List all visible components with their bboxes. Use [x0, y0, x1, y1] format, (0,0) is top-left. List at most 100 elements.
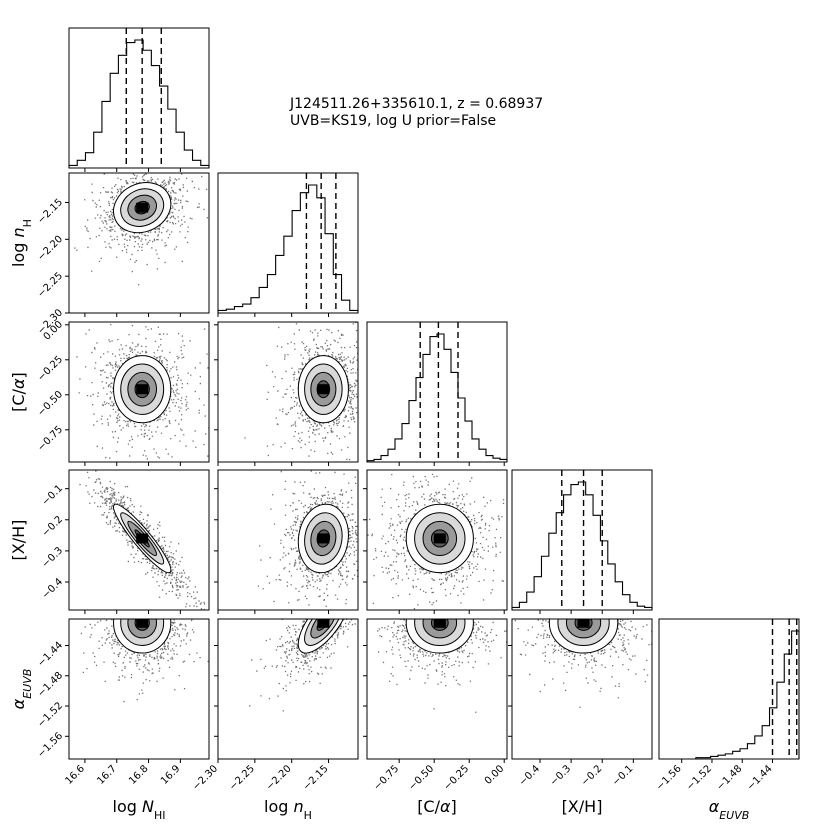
- x-tick-label: 16.8: [127, 763, 151, 787]
- y-axis-label-CA: [C/α]: [9, 372, 28, 412]
- frame-XH-lognH: [217, 469, 359, 611]
- histogram-aEUVB: [659, 630, 800, 760]
- density-peak: [577, 619, 590, 628]
- x-tick-labels-XH: −0.4 −0.3 −0.2 −0.1: [517, 763, 635, 788]
- y-tick-label: −0.25: [36, 354, 65, 383]
- hist-panel-lognH: [217, 172, 359, 314]
- scatter-panel-XH-vs-lognH: [217, 469, 359, 611]
- y-tick-label: −0.2: [40, 514, 65, 539]
- ticks-3-2: [363, 488, 505, 614]
- y-tick-labels-lognH: −2.30−2.25−2.20−2.15: [36, 197, 65, 337]
- x-tick-label: −2.20: [264, 763, 293, 792]
- ticks-4-1: [214, 644, 330, 763]
- histogram-logNHI: [68, 39, 210, 168]
- ticks-2-2: [398, 462, 505, 466]
- frame-hist-CA: [366, 321, 508, 463]
- y-tick-label: −1.56: [36, 731, 65, 760]
- scatter-panel-CA-vs-lognH: [217, 321, 359, 463]
- density-peak: [317, 619, 330, 628]
- frame-CA-lognH: [217, 321, 359, 463]
- frame-hist-lognH: [217, 172, 359, 314]
- scatter-panel-aEUVB-vs-lognH: [217, 618, 359, 760]
- ticks-1-1: [217, 313, 330, 317]
- x-tick-label: 16.7: [95, 763, 119, 787]
- ticks-3-0: [65, 488, 181, 614]
- x-tick-label: −1.44: [745, 763, 774, 792]
- hist-panel-aEUVB: [658, 618, 800, 760]
- y-tick-label: −2.20: [36, 234, 65, 263]
- y-axis-label-aEUVB: αEUVB: [9, 669, 34, 710]
- x-tick-label: −0.75: [372, 763, 401, 792]
- scatter-points: [249, 619, 358, 712]
- y-tick-label: −0.75: [36, 424, 65, 453]
- y-tick-labels-XH: −0.4 −0.3 −0.2 −0.1: [40, 483, 65, 601]
- density-peak: [136, 202, 149, 213]
- x-tick-label: −1.56: [654, 763, 683, 792]
- density-peak: [433, 533, 446, 544]
- ticks-4-3: [508, 644, 634, 763]
- x-tick-label: −0.50: [407, 763, 436, 792]
- x-tick-label: 16.9: [159, 763, 183, 787]
- ticks-0-0: [84, 168, 181, 172]
- annotation-line-2: UVB=KS19, log U prior=False: [290, 113, 497, 129]
- hist-panel-XH: [511, 469, 653, 611]
- histogram-CA: [366, 333, 508, 462]
- y-tick-labels-CA: −0.75−0.50−0.250.00: [36, 319, 65, 453]
- y-axis-label-XH: [X/H]: [9, 520, 28, 561]
- frame-aEUVB-logNHI: [68, 618, 210, 760]
- scatter-panel-CA-vs-logNHI: [68, 321, 210, 463]
- y-tick-label: −1.48: [36, 670, 65, 699]
- frame-XH-logNHI: [68, 469, 210, 611]
- scatter-points: [377, 619, 507, 713]
- y-tick-label: −0.50: [36, 389, 65, 418]
- x-axis-label-aEUVB: αEUVB: [709, 797, 750, 822]
- ticks-3-1: [214, 488, 330, 614]
- x-tick-label: 0.00: [483, 763, 507, 787]
- ticks-4-0: [65, 644, 181, 763]
- y-tick-label: −2.25: [36, 271, 65, 300]
- y-axis-label-lognH: log nH: [9, 219, 34, 267]
- x-tick-labels-aEUVB: −1.56 −1.52 −1.48 −1.44: [654, 763, 774, 792]
- x-axis-label-CA: [C/α]: [417, 797, 457, 816]
- x-tick-labels-logNHI: 16.6 16.7 16.8 16.9: [64, 763, 183, 787]
- x-axis-label-lognH: log nH: [264, 797, 312, 822]
- frame-XH-CA: [366, 469, 508, 611]
- y-tick-label: −1.52: [36, 700, 65, 729]
- x-tick-label: −0.2: [579, 763, 604, 788]
- y-tick-labels-aEUVB: −1.56−1.52−1.48−1.44: [36, 640, 65, 760]
- x-tick-label: −2.15: [301, 763, 330, 792]
- ticks-4-4: [681, 759, 774, 763]
- x-tick-label: 16.6: [64, 763, 88, 787]
- x-tick-label: −0.4: [517, 763, 542, 788]
- ticks-1-0: [65, 201, 181, 317]
- scatter-panel-XH-vs-logNHI: [68, 469, 210, 611]
- x-tick-label: −1.52: [685, 763, 714, 792]
- scatter-points: [69, 619, 209, 703]
- frame-hist-logNHI: [68, 27, 210, 169]
- density-peak: [317, 384, 330, 395]
- hist-panel-CA: [366, 321, 508, 463]
- density-peak: [136, 619, 149, 628]
- frame-CA-logNHI: [68, 321, 210, 463]
- y-tick-label: −2.15: [36, 197, 65, 226]
- density-peak: [136, 533, 149, 544]
- ticks-2-0: [65, 324, 181, 466]
- x-tick-label: −1.48: [715, 763, 744, 792]
- ticks-4-2: [363, 644, 505, 763]
- x-tick-label: −0.3: [548, 763, 573, 788]
- density-peak: [433, 619, 446, 628]
- y-tick-label: −0.1: [40, 483, 65, 508]
- y-tick-label: −0.4: [40, 576, 65, 601]
- frame-aEUVB-XH: [511, 618, 653, 760]
- scatter-panel-aEUVB-vs-logNHI: [68, 618, 210, 760]
- ticks-2-1: [214, 324, 330, 466]
- frame-aEUVB-CA: [366, 618, 508, 760]
- scatter-panel-aEUVB-vs-CA: [366, 618, 508, 760]
- frame-hist-XH: [511, 469, 653, 611]
- density-peak: [317, 533, 330, 544]
- x-tick-labels-lognH: −2.30 −2.25 −2.20 −2.15: [191, 763, 331, 792]
- hist-panel-logNHI: [68, 27, 210, 169]
- density-peak: [136, 384, 149, 395]
- histogram-XH: [511, 481, 653, 610]
- histogram-lognH: [217, 184, 359, 313]
